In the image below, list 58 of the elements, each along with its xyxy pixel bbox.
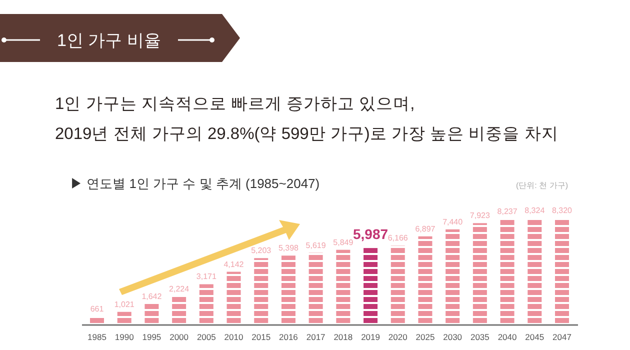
x-tick-label: 2000 <box>170 332 189 342</box>
chart-subtitle: 1인 가구는 지속적으로 빠르게 증가하고 있으며, 2019년 전체 가구의 29.8%(약 599만 가구)로 가장 높은 비중을 차지 <box>55 95 558 143</box>
x-tick-label: 1995 <box>142 332 162 342</box>
data-label: 3,171 <box>196 272 217 282</box>
data-label: 5,849 <box>333 238 354 247</box>
data-label: 8,320 <box>552 206 573 216</box>
bar <box>472 223 487 325</box>
bar <box>418 236 432 325</box>
data-label: 6,166 <box>388 234 408 243</box>
bar <box>226 272 241 325</box>
data-label: 8,237 <box>497 207 518 216</box>
text: ▶ 연도별 1인 가구 수 및 추계 (1985~2047) <box>70 176 320 191</box>
bar <box>172 296 186 325</box>
x-tick-label: 2035 <box>470 332 490 342</box>
data-label: 661 <box>90 304 104 314</box>
data-label: 1,642 <box>142 292 162 301</box>
x-tick-label: 2030 <box>443 332 462 342</box>
x-tick-label: 2025 <box>416 332 435 342</box>
x-tick-label: 2016 <box>279 332 298 342</box>
bar <box>390 246 405 325</box>
x-tick-label: 2017 <box>306 332 326 342</box>
bar <box>90 316 104 325</box>
bar <box>308 252 323 325</box>
x-tick-label: 2047 <box>552 332 572 342</box>
x-tick-label: 2040 <box>498 332 518 342</box>
bar <box>528 218 542 325</box>
bar <box>199 284 214 325</box>
bar <box>500 219 514 325</box>
chart-title: 1인 가구 비율 <box>57 31 161 50</box>
x-tick-label: 2010 <box>224 332 244 342</box>
data-label: 4,142 <box>224 260 244 269</box>
bar <box>364 248 378 325</box>
bar <box>117 312 132 325</box>
data-label: 5,987 <box>353 226 388 242</box>
data-label: 5,619 <box>306 240 326 250</box>
data-label: 7,440 <box>442 217 464 226</box>
text: (단위: 천 가구) <box>516 181 568 190</box>
data-label: 6,897 <box>415 224 436 234</box>
x-tick-label: 2018 <box>334 332 353 342</box>
x-tick-label: 1985 <box>88 332 107 342</box>
x-tick-label: 2045 <box>525 332 544 342</box>
bar <box>144 304 159 325</box>
x-tick-label: 2005 <box>196 332 216 342</box>
bar <box>555 218 569 325</box>
data-label: 8,324 <box>524 206 546 215</box>
data-label: 5,398 <box>278 244 300 253</box>
x-tick-label: 2019 <box>361 332 380 342</box>
bar <box>446 229 460 325</box>
bar <box>281 256 296 325</box>
bar <box>336 250 350 325</box>
x-tick-label: 2015 <box>252 332 271 342</box>
data-label: 7,923 <box>470 211 490 220</box>
data-label: 2,224 <box>169 284 190 294</box>
x-tick-label: 2020 <box>388 332 408 342</box>
x-tick-label: 1990 <box>114 332 134 342</box>
data-label: 1,021 <box>114 300 135 309</box>
data-label: 5,203 <box>251 246 272 256</box>
bar <box>254 258 268 325</box>
